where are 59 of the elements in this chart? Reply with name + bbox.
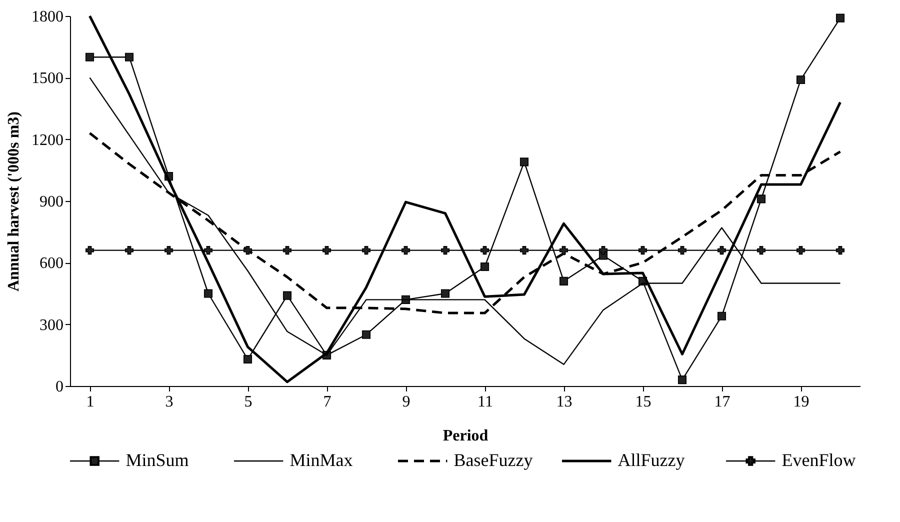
x-tick-label: 1 xyxy=(86,394,94,410)
legend-label: MinMax xyxy=(290,450,353,470)
point xyxy=(480,262,490,272)
y-tick-label: 1500 xyxy=(32,70,64,88)
point xyxy=(440,246,450,255)
point xyxy=(204,246,213,255)
point xyxy=(362,330,371,339)
y-axis-title: Annual harvest ('000s m3) xyxy=(6,111,22,292)
legend-label: AllFuzzy xyxy=(618,450,685,470)
point xyxy=(243,246,252,255)
point xyxy=(836,14,845,22)
point xyxy=(440,289,450,298)
point xyxy=(598,246,608,255)
point xyxy=(796,246,806,255)
point xyxy=(559,246,568,255)
y-tick-label: 1200 xyxy=(32,132,64,149)
point xyxy=(678,376,687,384)
y-tick-label: 300 xyxy=(40,316,64,334)
y-tick-label: 600 xyxy=(40,255,64,272)
point xyxy=(322,246,332,255)
x-axis-title: Period xyxy=(442,428,488,444)
point xyxy=(678,246,687,255)
y-tick-label: 900 xyxy=(40,194,64,210)
point xyxy=(204,289,213,298)
point xyxy=(638,246,648,255)
x-tick-label: 13 xyxy=(556,394,572,410)
point xyxy=(717,246,726,255)
legend-label: MinSum xyxy=(126,450,189,470)
y-tick-label: 1800 xyxy=(32,8,64,26)
point xyxy=(796,75,806,84)
point xyxy=(836,246,845,255)
point xyxy=(756,194,766,204)
x-tick-label: 5 xyxy=(244,394,252,410)
point xyxy=(480,246,490,255)
x-tick-label: 7 xyxy=(323,394,332,410)
point xyxy=(520,158,529,166)
point xyxy=(756,246,766,255)
legend-label: EvenFlow xyxy=(782,450,856,470)
point xyxy=(282,291,292,300)
point xyxy=(401,246,410,255)
x-tick-label: 9 xyxy=(402,394,410,410)
x-tick-label: 17 xyxy=(714,394,730,410)
x-tick-label: 11 xyxy=(478,394,493,410)
legend-label: BaseFuzzy xyxy=(454,450,533,470)
point xyxy=(124,52,134,62)
point xyxy=(282,246,292,255)
point xyxy=(85,52,94,62)
point xyxy=(559,276,568,286)
point xyxy=(124,246,134,255)
point xyxy=(243,355,252,364)
point xyxy=(85,246,94,255)
y-tick-label: 0 xyxy=(56,378,64,396)
x-tick-label: 19 xyxy=(793,394,810,410)
x-tick-label: 3 xyxy=(165,394,174,410)
point xyxy=(520,246,529,255)
point xyxy=(362,246,371,255)
point xyxy=(717,312,726,320)
point xyxy=(164,246,174,255)
x-tick-label: 15 xyxy=(635,394,652,410)
